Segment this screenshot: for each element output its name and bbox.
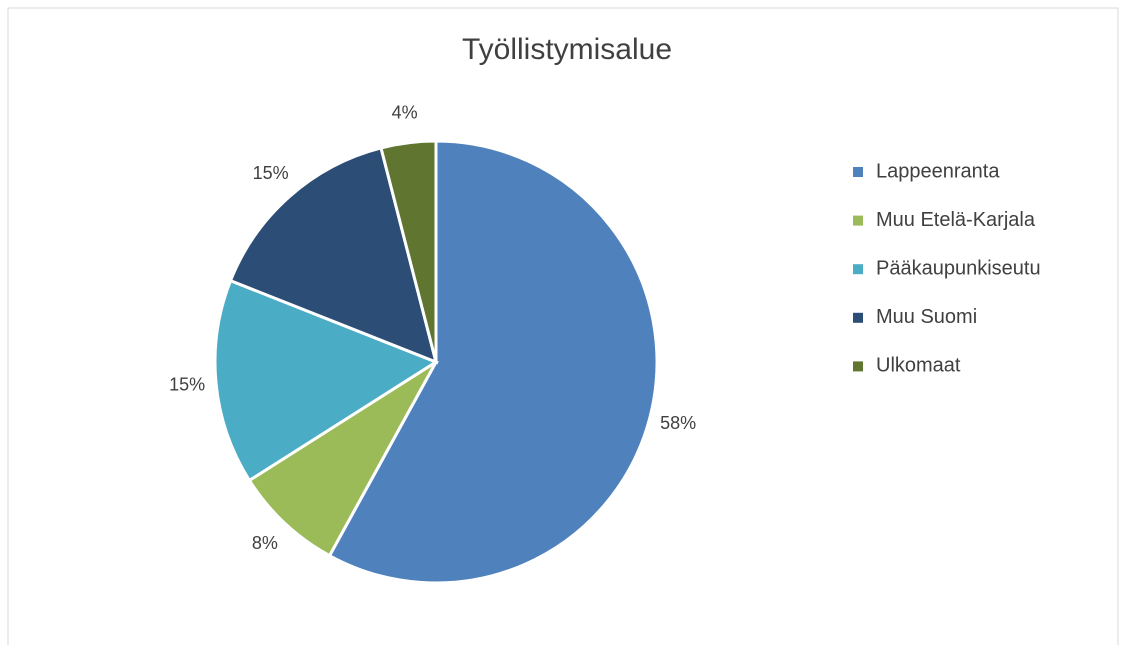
data-label: 8% — [252, 533, 278, 553]
data-label: 15% — [253, 163, 289, 183]
legend-swatch — [853, 215, 863, 226]
data-label: 58% — [660, 413, 696, 433]
legend-label: Muu Etelä-Karjala — [876, 209, 1036, 231]
legend-swatch — [853, 264, 863, 275]
legend-label: Pääkaupunkiseutu — [876, 257, 1041, 279]
legend-label: Ulkomaat — [876, 355, 961, 377]
legend-swatch — [853, 167, 863, 177]
pie-slice — [228, 146, 439, 365]
legend-swatch — [853, 312, 863, 323]
legend-label: Lappeenranta — [876, 160, 1000, 182]
legend-label: Muu Suomi — [876, 306, 977, 328]
legend-swatch — [853, 361, 863, 372]
pie-slice — [379, 139, 438, 363]
pie-slice — [247, 360, 438, 558]
pie-slice — [327, 139, 659, 585]
pie-slice — [213, 278, 440, 483]
data-label: 15% — [169, 374, 205, 394]
data-label: 4% — [392, 103, 418, 123]
chart-title: Työllistymisalue — [462, 33, 672, 66]
